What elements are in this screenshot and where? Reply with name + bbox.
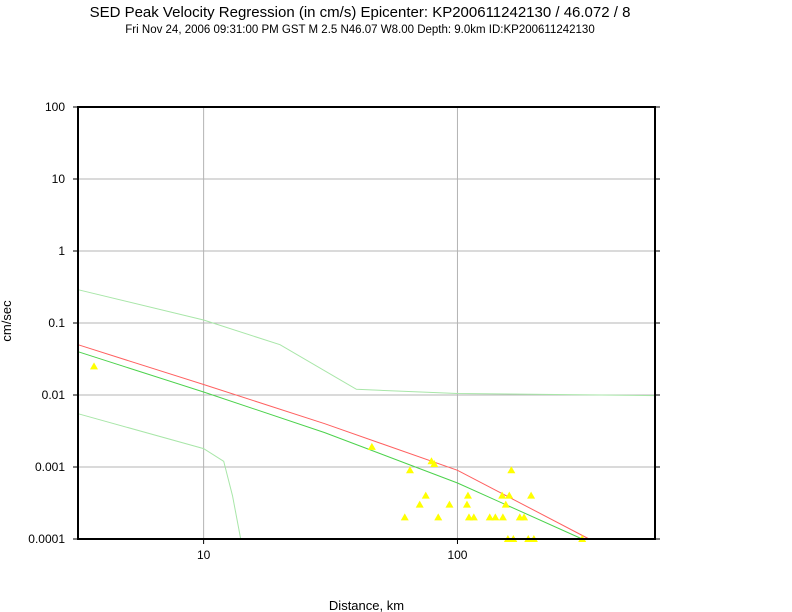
regression-line-1 [77, 344, 590, 540]
data-point [501, 500, 510, 508]
data-point [498, 513, 507, 521]
data-point [491, 513, 500, 521]
y-axis-label: cm/sec [0, 300, 14, 342]
y-tick-label: 100 [45, 100, 65, 114]
data-point [520, 513, 529, 521]
data-point [430, 460, 439, 468]
y-tick-label: 0.01 [42, 388, 66, 402]
y-tick-label: 0.001 [35, 460, 65, 474]
regression-line-2 [77, 351, 583, 540]
chart-subtitle: Fri Nov 24, 2006 09:31:00 PM GST M 2.5 N… [125, 24, 595, 36]
y-axis-ticks: 0.0001 0.001 0.01 0.1 1 10 100 [28, 100, 660, 546]
data-point [469, 513, 478, 521]
data-point [485, 513, 494, 521]
y-tick-label: 0.0001 [28, 532, 65, 546]
data-point [445, 500, 454, 508]
x-tick-label: 10 [197, 548, 211, 562]
data-points [90, 362, 587, 542]
y-tick-label: 10 [52, 172, 66, 186]
data-point [527, 491, 536, 499]
data-point [367, 442, 376, 450]
chart-title: SED Peak Velocity Regression (in cm/s) E… [89, 4, 631, 21]
x-tick-label: 100 [447, 548, 467, 562]
grid-lines [78, 106, 655, 540]
y-tick-label: 0.1 [48, 316, 65, 330]
regression-line-4 [77, 413, 242, 540]
data-point [463, 491, 472, 499]
data-point [507, 466, 516, 474]
data-point [505, 491, 514, 499]
x-axis-label: Distance, km [329, 598, 404, 612]
data-point [400, 513, 409, 521]
data-point [421, 491, 430, 499]
regression-line-3 [77, 289, 656, 397]
x-axis-ticks: 10 100 [197, 539, 468, 562]
data-point [415, 500, 424, 508]
regression-lines [77, 289, 656, 540]
data-point [405, 466, 414, 474]
data-point [498, 491, 507, 499]
data-point [90, 362, 99, 370]
data-point [434, 513, 443, 521]
y-tick-label: 1 [58, 244, 65, 258]
data-point [462, 500, 471, 508]
